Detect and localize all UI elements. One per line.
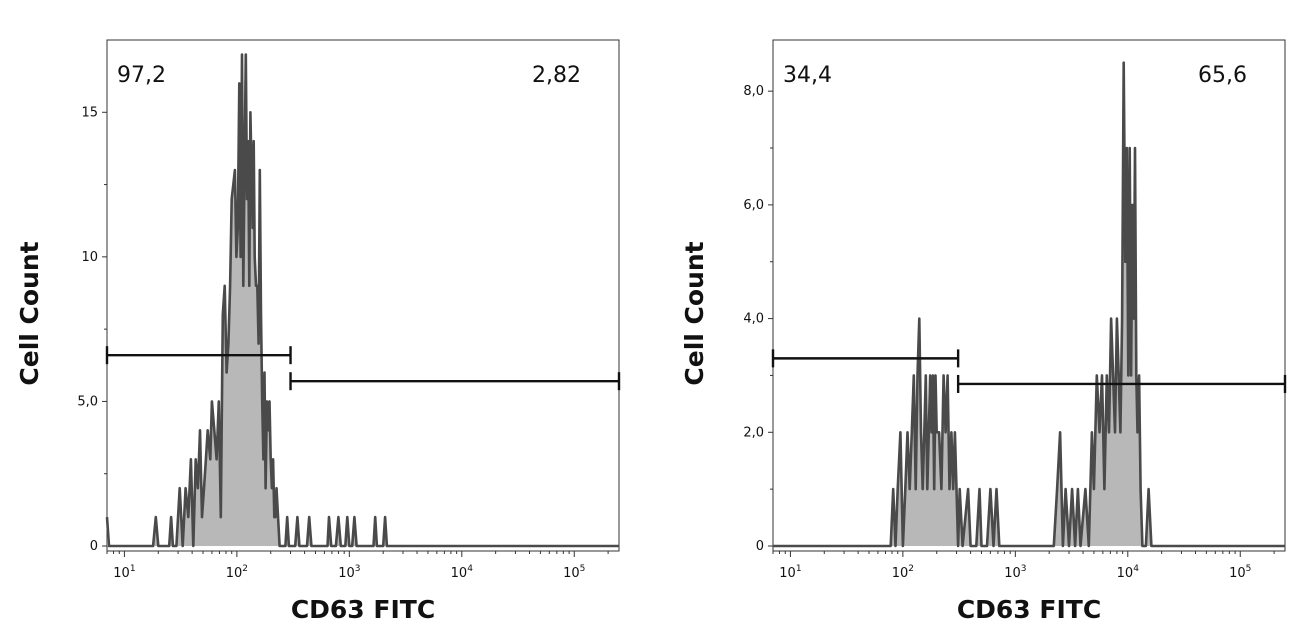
histogram-line bbox=[773, 61, 1285, 548]
x-tick-label: 104 bbox=[451, 564, 474, 581]
x-tick-label: 103 bbox=[338, 564, 360, 581]
x-tick-label: 102 bbox=[892, 564, 914, 581]
gate-percentage-label: 97,2 bbox=[117, 63, 166, 88]
plot-frame bbox=[106, 39, 620, 552]
histogram-fill bbox=[773, 62, 1285, 546]
x-tick-label: 103 bbox=[1004, 564, 1026, 581]
x-axis-title: CD63 FITC bbox=[291, 595, 435, 624]
y-tick-label: 8,0 bbox=[743, 84, 764, 99]
y-tick-label: 5,0 bbox=[77, 394, 98, 409]
x-tick-label: 102 bbox=[226, 564, 248, 581]
histogram-fill bbox=[107, 54, 619, 546]
y-axis-title: Cell Count bbox=[680, 241, 709, 385]
y-tick-label: 0 bbox=[90, 539, 98, 554]
x-tick-label: 104 bbox=[1117, 564, 1140, 581]
plot-frame bbox=[772, 39, 1286, 552]
gate-percentage-label: 34,4 bbox=[783, 63, 832, 88]
y-tick-label: 0 bbox=[756, 539, 764, 554]
gate-percentage-label: 65,6 bbox=[1198, 63, 1247, 88]
histogram-panel-left: 0 5,0 10 15 101 102 103 104 105 97,2 2,82 CD63 FITC… bbox=[15, 39, 621, 624]
gate-percentage-label: 2,82 bbox=[532, 63, 581, 88]
x-tick-label: 101 bbox=[113, 564, 135, 581]
y-tick-label: 10 bbox=[81, 250, 98, 265]
y-tick-label: 15 bbox=[81, 105, 98, 120]
x-tick-label: 105 bbox=[563, 564, 585, 581]
y-tick-label: 2,0 bbox=[743, 425, 764, 440]
x-tick-label: 105 bbox=[1229, 564, 1251, 581]
x-tick-label: 101 bbox=[779, 564, 801, 581]
histogram-panel-right: 0 2,0 4,0 6,0 8,0 101 102 103 104 105 34,4 65,6 CD63… bbox=[680, 39, 1287, 624]
x-axis-title: CD63 FITC bbox=[957, 595, 1101, 624]
histogram-line bbox=[105, 53, 619, 548]
y-tick-label: 6,0 bbox=[743, 198, 764, 213]
y-axis-title: Cell Count bbox=[15, 241, 44, 385]
y-tick-label: 4,0 bbox=[743, 312, 764, 327]
